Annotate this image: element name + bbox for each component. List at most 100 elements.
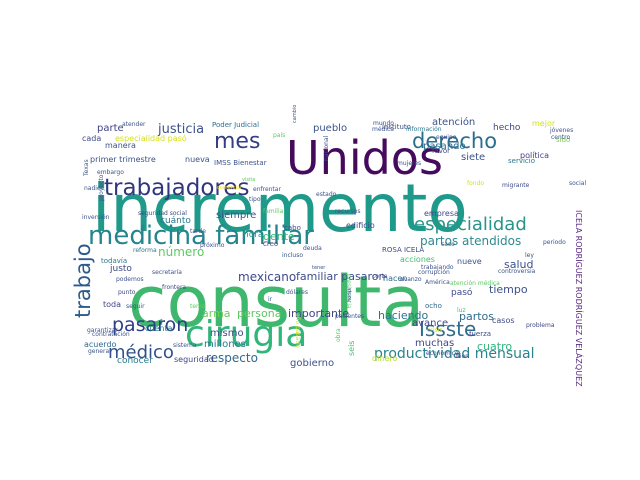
word-123: nacional (323, 135, 330, 161)
word-35: política (520, 151, 549, 160)
word-69: seis (347, 341, 356, 356)
word-50: toda (103, 300, 121, 309)
word-119: sistema (173, 342, 197, 349)
word-27: persona (237, 307, 281, 320)
word-67: hacen (383, 274, 407, 283)
word-106: general (88, 348, 111, 355)
word-43: mismo (210, 328, 244, 339)
word-63: nueve (457, 257, 482, 266)
word-71: edificio (346, 221, 375, 230)
word-7: mes (214, 129, 260, 154)
word-75: fuerza (469, 330, 491, 338)
word-18: mexicano (238, 270, 296, 284)
word-122: cambio (292, 105, 298, 123)
word-62: cada (82, 134, 101, 143)
word-37: parte (97, 123, 124, 134)
word-85: sido (556, 136, 570, 144)
word-87: social (569, 180, 586, 187)
word-107: seguir (126, 303, 145, 310)
word-142: tipo (249, 196, 261, 203)
word-4: cirugía (185, 314, 307, 355)
word-48: casos (492, 316, 515, 325)
word-84: jóvenes (549, 127, 573, 134)
word-98: comercial (217, 185, 241, 191)
word-121: país (273, 132, 285, 139)
word-70: dinero (372, 354, 397, 363)
word-134: caso (441, 241, 455, 248)
word-91: Texas (83, 159, 90, 177)
word-138: obra (335, 328, 342, 342)
word-127: ir (268, 296, 273, 303)
word-57: acuerdo (84, 340, 117, 349)
word-44: millones (204, 339, 246, 350)
word-92: embargo (97, 169, 124, 176)
word-36: pueblo (313, 123, 347, 134)
word-111: corrupción (418, 269, 450, 276)
word-28: importante (288, 307, 349, 320)
word-2: incremento (92, 170, 468, 247)
word-64: ICELA RODRÍGUEZ RODRÍGUEZ VELÁZQUEZ (574, 210, 585, 387)
word-3: Unidos (286, 131, 443, 185)
word-110: presidencia (345, 274, 352, 309)
word-30: atención (432, 116, 475, 128)
word-32: pasando (423, 141, 466, 152)
word-140: estado (316, 191, 337, 198)
word-78: corte (372, 273, 388, 280)
word-31: siete (461, 152, 485, 163)
word-73: ocho (425, 302, 442, 310)
word-82: información (406, 126, 442, 133)
word-103: podemos (116, 276, 144, 283)
word-125: próximo (200, 242, 225, 249)
word-5: medicina familiar (88, 221, 314, 251)
word-132: atención médica (450, 280, 500, 287)
word-41: siempre (216, 210, 256, 221)
word-118: periodo (543, 239, 566, 246)
word-141: recursos (335, 208, 361, 215)
word-40: instituto (382, 123, 411, 131)
word-124: incluso (282, 252, 303, 259)
word-51: justo (109, 264, 132, 274)
word-130: año pasado (294, 313, 301, 348)
word-33: hecho (493, 123, 521, 133)
word-1: consulta (128, 261, 424, 343)
word-117: crisis (427, 327, 442, 334)
word-116: económico (426, 350, 459, 357)
word-42: cuánto (160, 216, 191, 226)
word-129: dólares (286, 289, 308, 296)
word-13: trabajo (71, 243, 95, 318)
word-53: empresa (424, 209, 459, 218)
word-135: trabajando (421, 264, 454, 271)
word-22: partos (459, 310, 494, 323)
word-19: respecto (206, 351, 258, 365)
word-24: cuatro (477, 340, 512, 353)
word-38: especialidad pasó (115, 133, 187, 143)
word-55: servicio (508, 157, 535, 165)
word-126: tener (312, 265, 326, 271)
word-104: contratación (92, 331, 130, 338)
word-76: problema (526, 322, 555, 329)
word-60: seguridad (174, 355, 214, 364)
word-17: gente (263, 230, 295, 243)
word-112: América (425, 279, 450, 286)
word-136: deuda (303, 245, 322, 252)
word-77: cabo (284, 224, 301, 232)
word-58: conocer (117, 356, 153, 366)
word-68: acciones (400, 255, 435, 264)
word-72: creo (263, 240, 278, 248)
word-45: gobierno (290, 358, 334, 369)
word-12: médico (108, 342, 174, 363)
word-49: hora (243, 230, 263, 240)
word-105: garantizar (87, 327, 118, 334)
word-9: especialidad (414, 214, 527, 235)
word-93: nadie (84, 185, 101, 192)
word-79: controversia (498, 268, 536, 275)
word-128: horas (347, 288, 353, 302)
word-114: luz (457, 307, 466, 314)
word-74: favor (432, 147, 450, 155)
word-95: inversión (82, 214, 110, 221)
word-96: seguridad social (138, 210, 187, 217)
word-115: bien (456, 353, 469, 360)
word-21: salud (504, 258, 533, 271)
word-46: muchas (415, 338, 454, 349)
word-137: tema (190, 303, 206, 310)
